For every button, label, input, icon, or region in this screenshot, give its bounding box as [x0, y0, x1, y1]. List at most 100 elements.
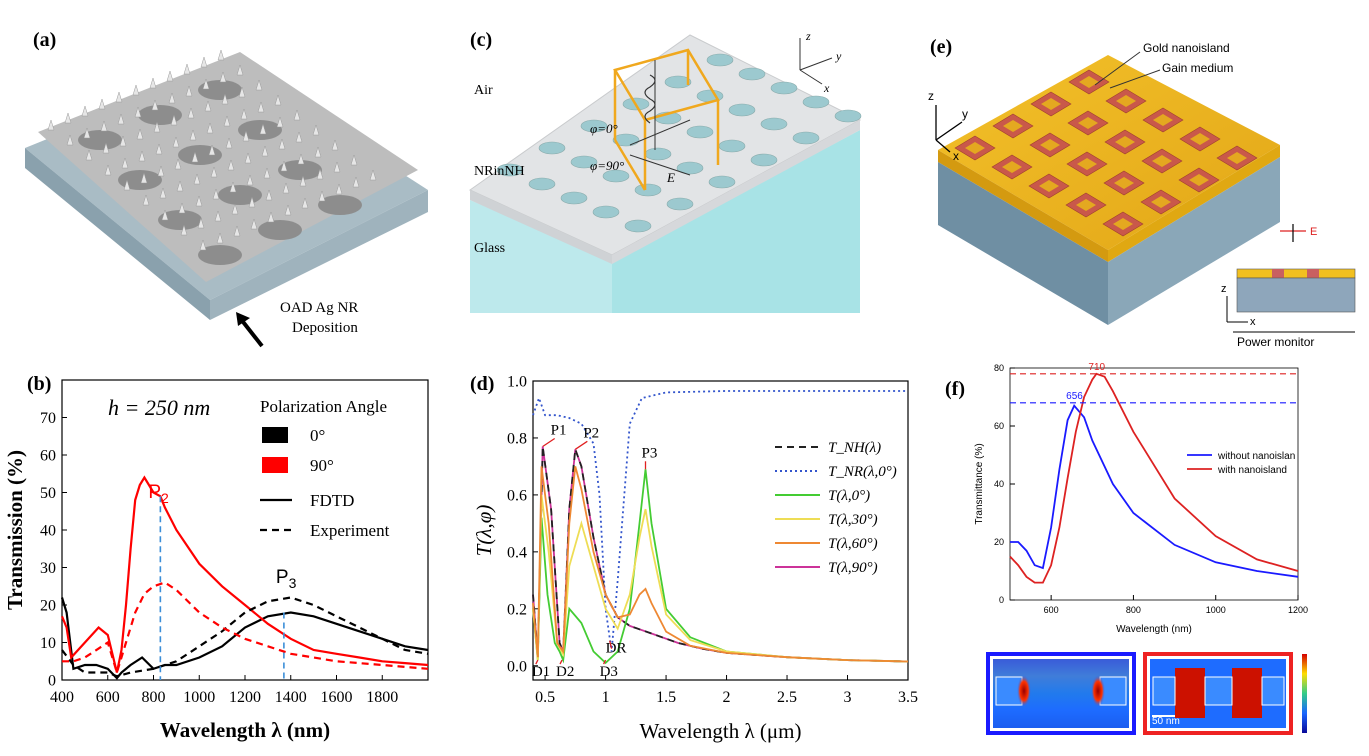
axis-z-e: z: [928, 89, 934, 103]
scale-bar-label: 50 nm: [1152, 716, 1180, 727]
label-e-field: E: [666, 170, 675, 185]
nanorod: [293, 109, 301, 121]
nanohole: [538, 141, 566, 155]
nanorod: [280, 160, 288, 172]
nanorod: [276, 116, 284, 128]
nanorod: [121, 157, 129, 169]
gain-medium-core: [1078, 117, 1098, 129]
peak-dip-label: DR: [606, 641, 627, 657]
y-tick-label: 0.4: [507, 544, 527, 561]
nanorod-film: [38, 52, 418, 282]
nanorod: [216, 232, 224, 244]
inset-axis-z: z: [1221, 283, 1227, 295]
nanorod: [202, 78, 210, 90]
nanorod: [102, 142, 110, 154]
x-tick-label: 1200: [229, 689, 261, 706]
slab-front-left: [470, 190, 612, 264]
nanorod: [263, 167, 271, 179]
x-tick-label: 2.5: [777, 689, 797, 706]
nanohole: [738, 67, 766, 81]
nanorod: [132, 84, 140, 96]
nanorod: [333, 161, 341, 173]
axis-y-c: y: [835, 49, 842, 63]
annotation-arrow: [535, 659, 539, 665]
nanorod: [227, 159, 235, 171]
nanorod: [318, 190, 326, 202]
x-tick-label: 1600: [321, 689, 353, 706]
peak-dip-label: D3: [600, 664, 618, 680]
panel-e: (e) Gold nanoisland Gain medium z y x E …: [928, 36, 1356, 349]
nanorod: [217, 49, 225, 61]
nanohole: [624, 219, 652, 233]
legend-label: T_NR(λ,0°): [828, 464, 897, 480]
x-tick-label: 0.5: [535, 689, 555, 706]
label-phi0: φ=0°: [590, 121, 618, 136]
nanorod: [369, 169, 377, 181]
phi90-line: [629, 154, 691, 176]
nanorod: [200, 56, 208, 68]
deposition-arrow-shaft: [238, 316, 264, 348]
nanohole: [676, 161, 704, 175]
nanohole: [718, 139, 746, 153]
nanorod: [189, 129, 197, 141]
nanorod: [155, 143, 163, 155]
nanorod: [117, 113, 125, 125]
nanorod: [174, 158, 182, 170]
unit-cell-box: [613, 48, 720, 191]
nanorod: [191, 151, 199, 163]
series-line: [60, 597, 429, 680]
nanorod: [185, 85, 193, 97]
nanorod: [312, 124, 320, 136]
label-gain-medium: Gain medium: [1162, 61, 1233, 75]
x-tick-label: 1000: [1206, 605, 1226, 615]
nanorod: [138, 150, 146, 162]
peak-label: P3: [276, 567, 297, 591]
nanorod: [240, 108, 248, 120]
nanorod: [278, 138, 286, 150]
x-tick-label: 1800: [366, 689, 398, 706]
gain-medium-core: [1077, 158, 1097, 170]
y-tick-label: 0: [999, 595, 1004, 605]
nanohole: [802, 95, 830, 109]
nanorod: [231, 203, 239, 215]
gain-medium-core: [1114, 177, 1134, 189]
y-tick-label: 40: [994, 479, 1004, 489]
nanorod: [223, 115, 231, 127]
nanorod: [238, 86, 246, 98]
nanorod: [208, 144, 216, 156]
panel-label-f: (f): [945, 378, 965, 400]
panel-c: (c) Air NRinNH Glass φ=0° φ=90° E z y x: [469, 29, 862, 313]
nanorod: [274, 94, 282, 106]
nanorod: [257, 101, 265, 113]
nanorod: [153, 121, 161, 133]
x-tick-label: 800: [1126, 605, 1141, 615]
nanorod: [261, 145, 269, 157]
legend-label: T_NH(λ): [828, 440, 881, 456]
y-tick-label: 60: [40, 448, 56, 465]
legend-label: T(λ,0°): [828, 488, 870, 504]
nanorod: [314, 146, 322, 158]
nanorod: [161, 209, 169, 221]
panel-f: (f) 600 800 1000 1200 0 20 40 60 80 Wavelength (n…: [945, 362, 1308, 735]
peak-dip-label: P1: [551, 422, 567, 438]
x-axis-label: Wavelength λ (μm): [639, 719, 801, 743]
nanohole: [708, 175, 736, 189]
nanorod: [284, 204, 292, 216]
y-tick-label: 0.2: [507, 601, 527, 618]
x-tick-label: 1000: [183, 689, 215, 706]
annotation-arrow: [602, 659, 607, 665]
nanorod: [166, 70, 174, 82]
nanohole: [792, 131, 820, 145]
nanohole: [644, 147, 672, 161]
nanorod: [248, 196, 256, 208]
x-axis-label: Wavelength (nm): [1116, 624, 1192, 635]
nanorod: [206, 122, 214, 134]
nanorod: [282, 182, 290, 194]
nanorod: [199, 239, 207, 251]
y-tick-label: 60: [994, 421, 1004, 431]
nanorod: [172, 136, 180, 148]
nanorod: [47, 119, 55, 131]
glass-left: [470, 200, 612, 313]
substrate-left-face: [25, 148, 210, 320]
panel-d: (d) 0.5 1 1.5 2 2.5 3 3.5 0.0 0.2 0.4 0.6 0.8 1.0 Wav…: [470, 373, 918, 743]
